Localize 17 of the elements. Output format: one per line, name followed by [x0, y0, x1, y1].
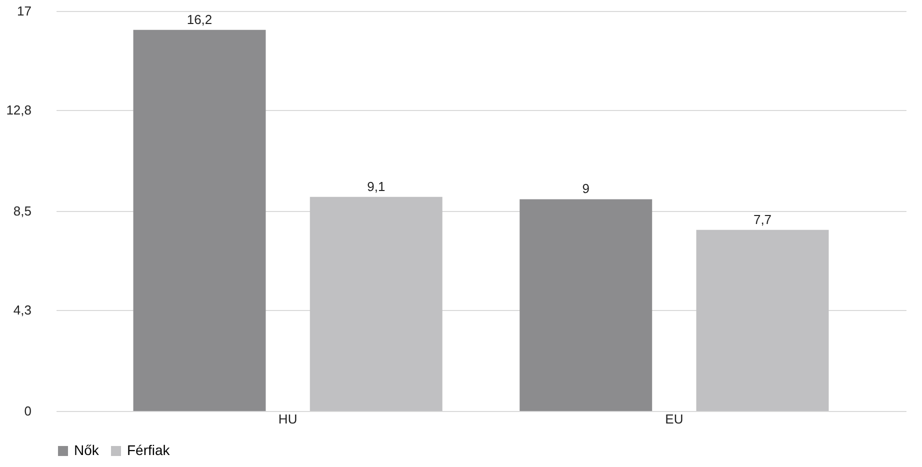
data-label: 16,2 [186, 12, 212, 27]
data-label: 9 [582, 181, 590, 196]
x-tick-label: EU [665, 412, 684, 426]
legend-label: Férfiak [127, 442, 171, 458]
y-tick-label: 0 [24, 404, 32, 418]
y-tick-label: 8,5 [13, 204, 32, 218]
data-label: 9,1 [367, 178, 386, 194]
y-tick-label: 4,3 [13, 302, 32, 318]
legend-label: Nők [74, 442, 100, 458]
bar [133, 30, 266, 411]
y-tick-label: 12,8 [6, 102, 32, 118]
bar [310, 196, 442, 411]
data-label: 7,7 [753, 212, 772, 227]
x-tick-label: HU [278, 412, 298, 426]
y-tick-label: 17 [17, 4, 32, 18]
bar [520, 199, 652, 411]
bar [696, 230, 829, 411]
